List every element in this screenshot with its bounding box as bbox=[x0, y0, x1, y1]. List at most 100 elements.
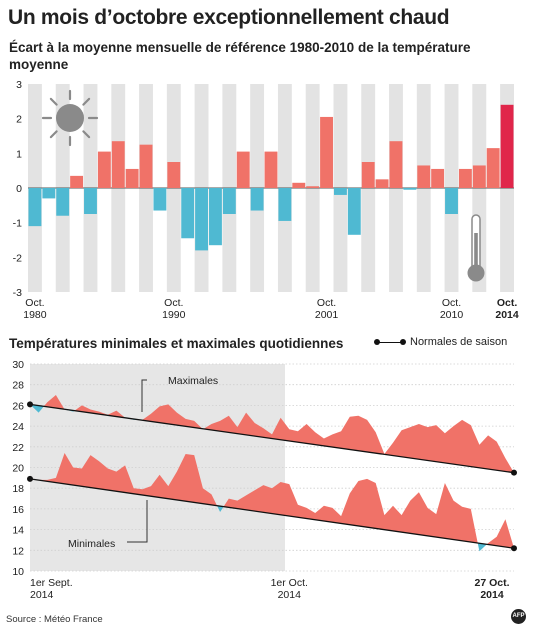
x-label-month: Oct. bbox=[442, 297, 461, 309]
normale-min-start-dot bbox=[27, 475, 33, 482]
x-label-date: 1er Sept. bbox=[30, 577, 73, 589]
bar-2001 bbox=[320, 116, 333, 188]
bar-2006 bbox=[389, 141, 403, 188]
y-tick-label: -3 bbox=[13, 287, 22, 299]
y-tick-label: -1 bbox=[13, 218, 22, 230]
x-label-year: 2001 bbox=[315, 309, 339, 321]
x-label-year: 2014 bbox=[30, 589, 54, 601]
minimales-leader bbox=[127, 500, 148, 543]
legend-normales-label: Normales de saison bbox=[410, 336, 508, 348]
bar-1992 bbox=[195, 188, 209, 251]
x-label-month: Oct. bbox=[25, 297, 44, 309]
y-tick-label: 10 bbox=[12, 566, 24, 578]
y-tick-label: 14 bbox=[12, 525, 24, 537]
y-tick-label: 22 bbox=[12, 442, 24, 454]
bar-1985 bbox=[97, 151, 111, 188]
legend-normales: Normales de saison bbox=[374, 336, 507, 348]
bar-1990 bbox=[167, 162, 181, 188]
afp-logo: AFP bbox=[511, 609, 526, 624]
page-title: Un mois d’octobre exceptionnellement cha… bbox=[8, 6, 450, 29]
daily-chart-areas bbox=[30, 395, 514, 552]
bar-1994 bbox=[222, 188, 236, 214]
bar-2000 bbox=[306, 186, 320, 188]
y-tick-label: 26 bbox=[12, 400, 24, 412]
y-tick-label: 0 bbox=[16, 183, 22, 195]
x-label-month: Oct. bbox=[497, 297, 518, 309]
y-tick-label: -2 bbox=[13, 252, 22, 264]
y-tick-label: 20 bbox=[12, 463, 24, 475]
bar-1980 bbox=[28, 188, 42, 227]
x-label-year: 2010 bbox=[440, 309, 464, 321]
bar-1993 bbox=[209, 188, 222, 246]
x-label-month: Oct. bbox=[317, 297, 336, 309]
thermometer-icon bbox=[467, 214, 485, 282]
bar-chart-y-axis: 3 2 1 0 -1 -2 -3 bbox=[13, 79, 23, 299]
x-label-year: 1990 bbox=[162, 309, 186, 321]
daily-chart-annotations: Maximales Minimales bbox=[68, 375, 218, 550]
bar-2013 bbox=[486, 148, 500, 188]
source-credit: Source : Météo France bbox=[6, 614, 103, 625]
bar-2009 bbox=[431, 168, 445, 188]
bar-1998 bbox=[278, 188, 292, 221]
normale-max-end-dot bbox=[511, 469, 517, 476]
bar-chart-bars bbox=[28, 104, 514, 251]
normale-min-line bbox=[29, 478, 515, 549]
daily-chart-grid bbox=[30, 363, 514, 572]
bar-chart-title: Écart à la moyenne mensuelle de référenc… bbox=[9, 40, 471, 72]
normale-max-start-dot bbox=[27, 401, 33, 408]
bar-1986 bbox=[111, 141, 125, 188]
bar-2010 bbox=[445, 188, 458, 214]
legend-normales-swatch bbox=[374, 337, 406, 347]
x-label-year: 2014 bbox=[278, 589, 302, 601]
sun-icon bbox=[41, 89, 99, 147]
daily-chart-title: Températures minimales et maximales quot… bbox=[9, 336, 344, 351]
bar-2012 bbox=[472, 165, 486, 188]
bar-1987 bbox=[125, 168, 139, 188]
x-label-date: 1er Oct. bbox=[271, 577, 308, 589]
x-label-year: 2014 bbox=[495, 309, 519, 321]
bar-1996 bbox=[250, 188, 264, 211]
daily-chart-y-axis: 30 28 26 24 22 20 18 16 14 12 10 bbox=[12, 359, 24, 578]
bar-2002 bbox=[333, 188, 347, 195]
bar-2014 bbox=[500, 104, 514, 188]
maximales-leader bbox=[141, 379, 147, 412]
bar-2005 bbox=[375, 179, 389, 188]
x-label-month: Oct. bbox=[164, 297, 183, 309]
y-tick-label: 30 bbox=[12, 359, 24, 371]
bar-1989 bbox=[153, 188, 167, 211]
bar-1983 bbox=[70, 175, 84, 188]
y-tick-label: 16 bbox=[12, 504, 24, 516]
bar-2008 bbox=[417, 165, 431, 188]
y-tick-label: 18 bbox=[12, 483, 24, 495]
bar-2003 bbox=[347, 188, 361, 235]
daily-chart-normals bbox=[27, 401, 517, 552]
y-tick-label: 2 bbox=[16, 114, 22, 126]
bar-2007 bbox=[403, 188, 417, 190]
bar-1982 bbox=[56, 188, 70, 216]
bar-1995 bbox=[236, 151, 250, 188]
x-label-date: 27 Oct. bbox=[474, 577, 509, 589]
y-tick-label: 24 bbox=[12, 421, 24, 433]
y-tick-label: 12 bbox=[12, 545, 24, 557]
y-tick-label: 28 bbox=[12, 380, 24, 392]
bar-1991 bbox=[181, 188, 195, 239]
x-label-year: 1980 bbox=[23, 309, 47, 321]
normale-max-line bbox=[29, 403, 515, 474]
maximales-label: Maximales bbox=[168, 375, 218, 387]
bar-1981 bbox=[42, 188, 56, 199]
bar-1997 bbox=[264, 151, 278, 188]
minimales-area-above bbox=[30, 453, 514, 549]
normale-min-end-dot bbox=[511, 545, 517, 552]
bar-2011 bbox=[458, 168, 472, 188]
y-tick-label: 1 bbox=[16, 148, 22, 160]
minimales-label: Minimales bbox=[68, 538, 115, 550]
x-label-year: 2014 bbox=[480, 589, 504, 601]
bar-1988 bbox=[139, 144, 153, 188]
maximales-area-above bbox=[30, 395, 514, 473]
bar-1999 bbox=[292, 182, 306, 188]
bar-2004 bbox=[361, 162, 375, 188]
